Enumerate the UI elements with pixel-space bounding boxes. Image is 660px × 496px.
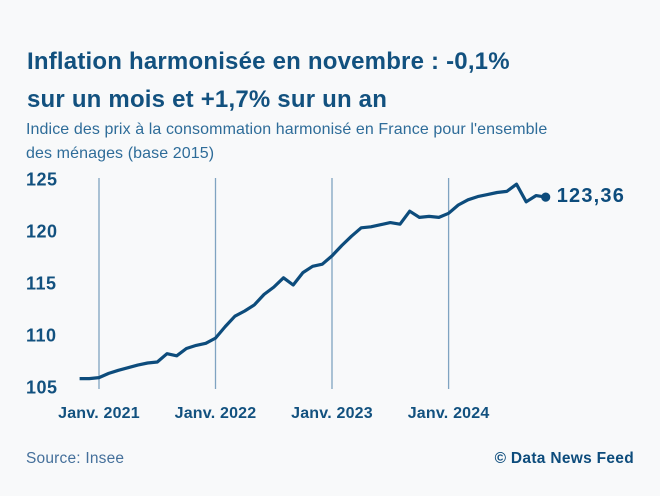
page-subtitle-line-1: Indice des prix à la consommation harmon… xyxy=(26,121,548,138)
source-text: Source: Insee xyxy=(26,450,125,467)
credit-text: © Data News Feed xyxy=(494,450,634,467)
y-axis-tick-label: 125 xyxy=(26,169,58,190)
x-axis-tick-label: Janv. 2021 xyxy=(58,405,140,422)
y-axis-tick-label: 105 xyxy=(26,377,58,398)
y-axis-tick-label: 110 xyxy=(26,325,57,346)
y-axis-tick-label: 115 xyxy=(26,273,57,294)
page-subtitle-line-2: des ménages (base 2015) xyxy=(26,145,215,162)
x-axis-tick-label: Janv. 2023 xyxy=(291,405,373,422)
end-point-dot xyxy=(541,192,551,202)
page-title: Inflation harmonisée en novembre : -0,1%… xyxy=(27,43,652,119)
page-title-line-2: sur un mois et +1,7% sur un an xyxy=(27,86,388,114)
x-axis-tick-label: Janv. 2022 xyxy=(174,405,257,422)
end-value-label: 123,36 xyxy=(556,185,626,208)
page-subtitle: Indice des prix à la consommation harmon… xyxy=(26,118,646,166)
page-title-line-1: Inflation harmonisée en novembre : -0,1% xyxy=(27,48,510,76)
x-axis-tick-label: Janv. 2024 xyxy=(407,405,490,422)
y-axis-tick-label: 120 xyxy=(26,221,58,242)
ipch-line xyxy=(79,182,546,381)
